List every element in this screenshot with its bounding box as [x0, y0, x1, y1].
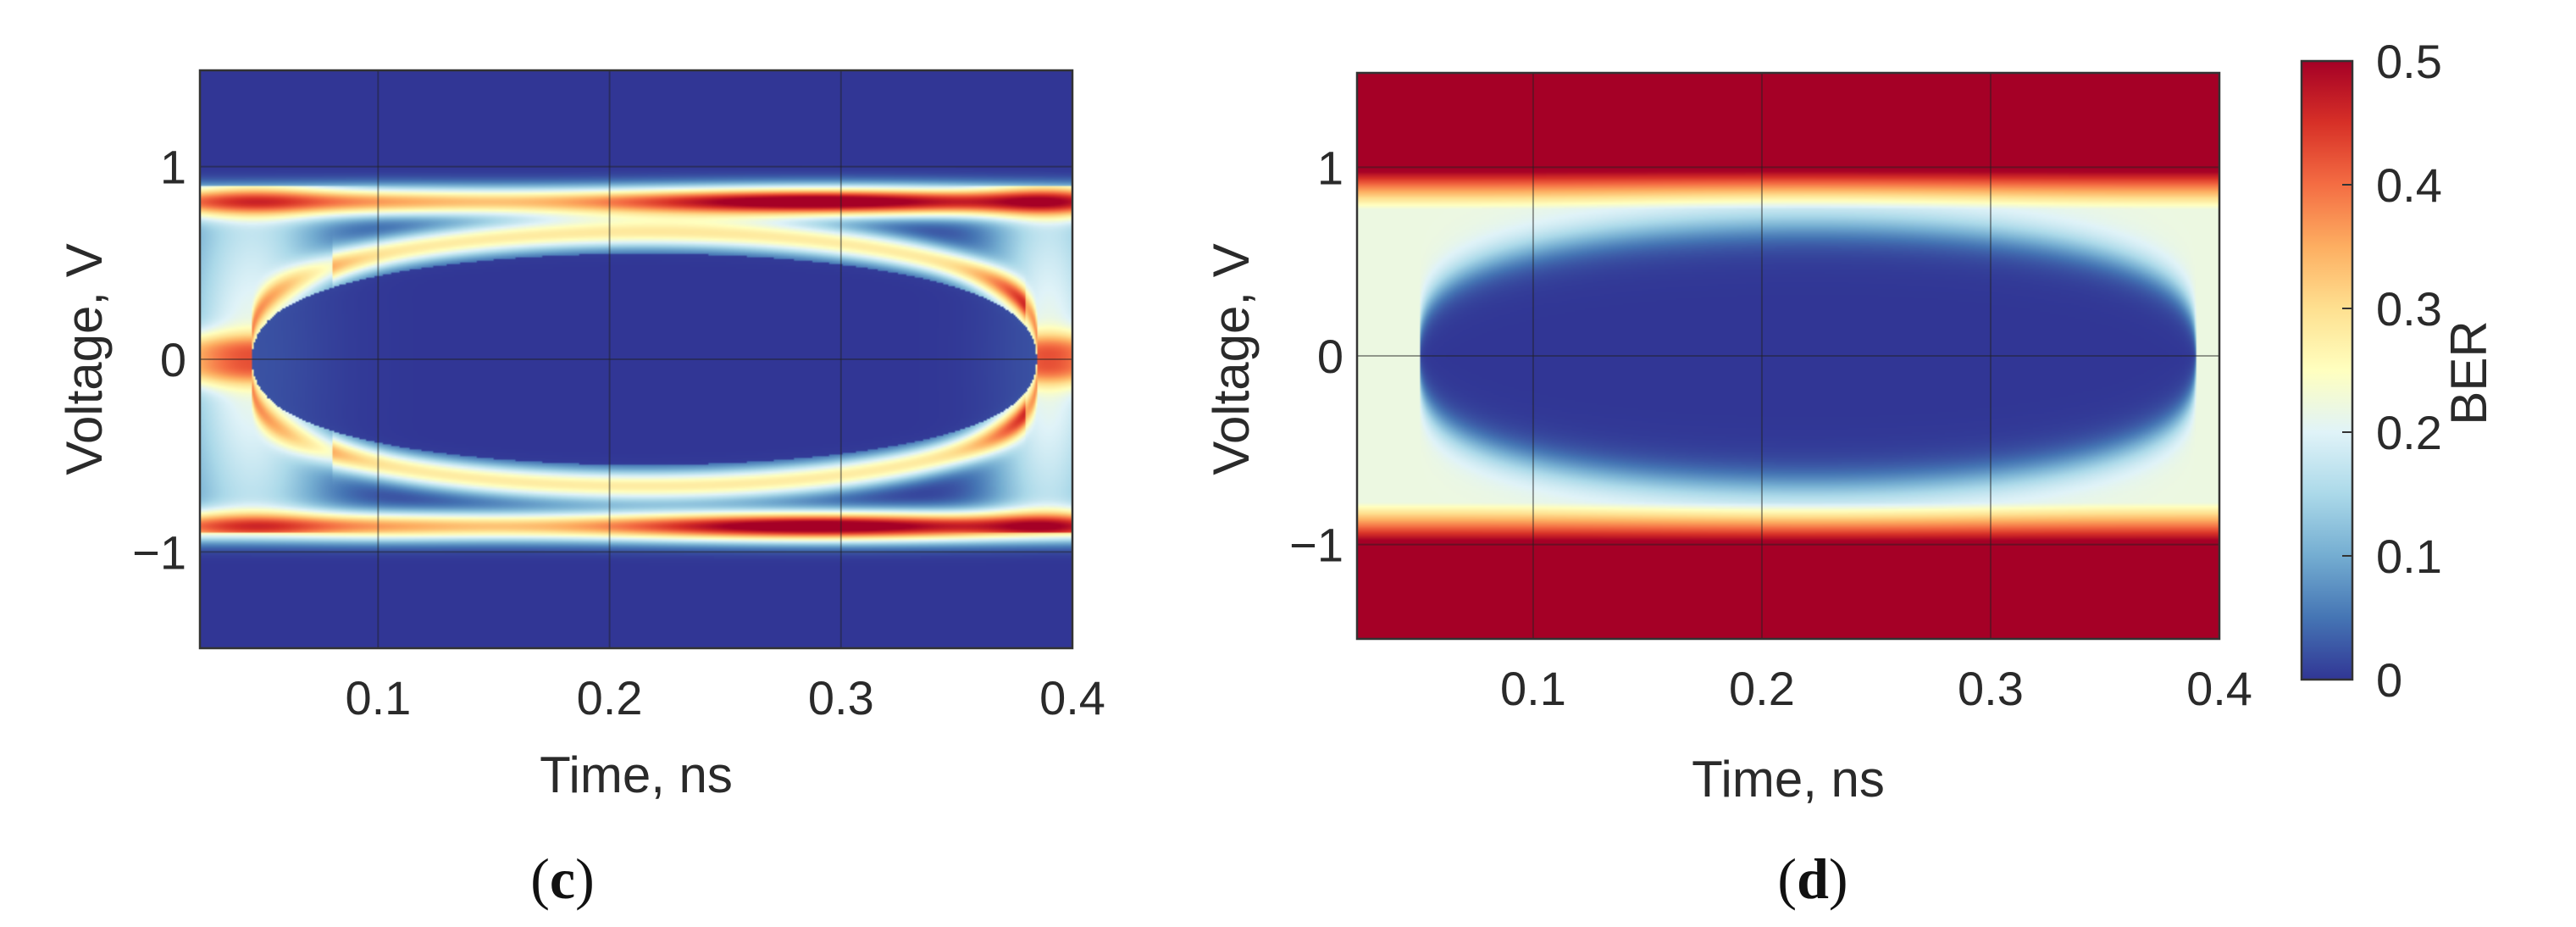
plot-frame-c [198, 69, 1074, 650]
x-tick-label: 0.4 [1039, 671, 1105, 724]
colorbar-ticks: 0.5 0.4 0.3 0.2 0.1 0 [2342, 35, 2442, 707]
colorbar-tick-label: 0.4 [2376, 158, 2442, 212]
x-tick-label: 0.1 [345, 671, 411, 724]
colorbar-tick-label: 0.5 [2376, 35, 2442, 88]
colorbar-tick-label: 0.3 [2376, 282, 2442, 336]
y-tick-label: 1 [160, 141, 186, 194]
plot-frame-d [1355, 71, 2221, 641]
colorbar-label: BER [2440, 320, 2497, 425]
panel-label-c: (c) [530, 847, 595, 911]
y-ticks-d: 1 0 −1 [1289, 141, 1343, 571]
x-tick-label: 0.3 [808, 671, 874, 724]
panel-letter-c: c [550, 847, 575, 911]
x-tick-label: 0.4 [2186, 662, 2252, 715]
x-tick-label: 0.2 [577, 671, 643, 724]
x-axis-label-d: Time, ns [1692, 751, 1885, 808]
y-axis-label-c: Voltage, V [56, 243, 113, 475]
colorbar-tick-label: 0.1 [2376, 530, 2442, 583]
panel-label-d: (d) [1777, 847, 1848, 911]
colorbar-tick-label: 0 [2376, 653, 2402, 707]
x-ticks-d: 0.1 0.2 0.3 0.4 [1500, 662, 2252, 715]
colorbar-gradient [2300, 59, 2354, 681]
colorbar: 0.5 0.4 0.3 0.2 0.1 0 BER [2300, 35, 2497, 707]
y-axis-label-d: Voltage, V [1203, 243, 1260, 475]
heatmap-d [1357, 73, 2219, 639]
x-tick-label: 0.2 [1729, 662, 1795, 715]
y-tick-label: −1 [1289, 519, 1343, 572]
x-tick-label: 0.3 [1958, 662, 2024, 715]
y-tick-label: −1 [132, 525, 186, 579]
x-tick-label: 0.1 [1500, 662, 1566, 715]
y-tick-label: 1 [1317, 141, 1343, 194]
x-axis-label-c: Time, ns [540, 747, 733, 803]
y-ticks-c: 1 0 −1 [132, 141, 186, 580]
y-tick-label: 0 [1317, 330, 1343, 383]
y-tick-label: 0 [160, 333, 186, 386]
x-ticks-c: 0.1 0.2 0.3 0.4 [345, 671, 1105, 724]
panel-c: 0.1 0.2 0.3 0.4 1 0 −1 Time, ns Voltage, V (c… [56, 69, 1105, 911]
panel-letter-d: d [1797, 847, 1829, 911]
panel-d: 0.1 0.2 0.3 0.4 1 0 −1 Time, ns Voltage, V (d… [1203, 71, 2252, 911]
heatmap-c [200, 70, 1072, 648]
colorbar-tick-label: 0.2 [2376, 406, 2442, 459]
